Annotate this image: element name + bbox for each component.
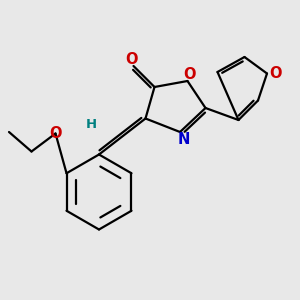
Text: O: O xyxy=(49,126,62,141)
Text: O: O xyxy=(269,66,282,81)
Text: H: H xyxy=(86,118,97,131)
Text: O: O xyxy=(183,67,195,82)
Text: N: N xyxy=(177,132,190,147)
Text: O: O xyxy=(126,52,138,67)
